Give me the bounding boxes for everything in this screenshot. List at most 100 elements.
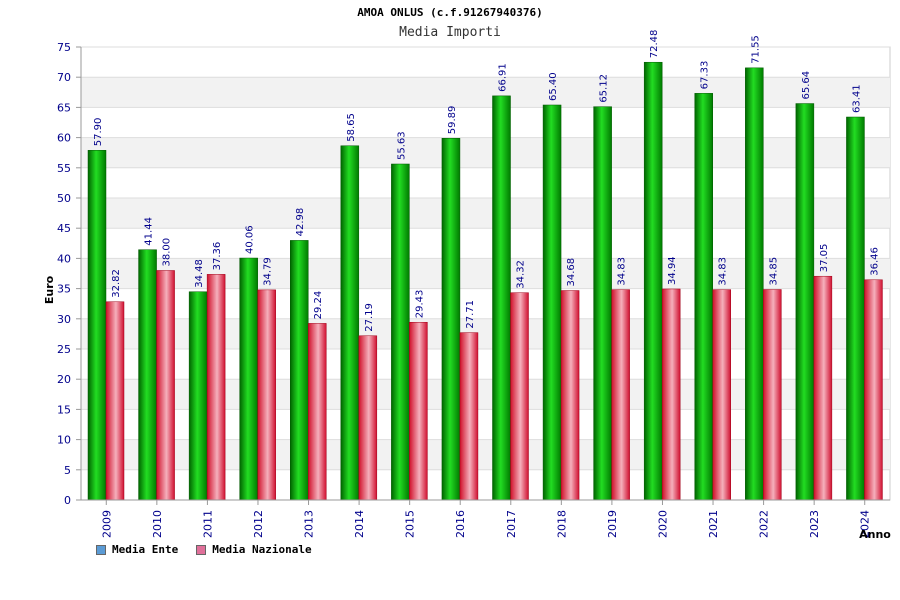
bar-media-ente-2023 — [795, 103, 815, 501]
grid-band — [81, 77, 890, 108]
bar-media-nazionale-2024 — [864, 279, 883, 501]
y-tick-label: 45 — [57, 222, 71, 235]
x-tick-label: 2009 — [100, 510, 113, 538]
bar-media-nazionale-2020 — [661, 288, 681, 501]
chart-title: AMOA ONLUS (c.f.91267940376) — [357, 6, 543, 19]
bar-media-ente-2010 — [138, 249, 157, 501]
data-label: 34.48 — [194, 259, 205, 288]
data-label: 63.41 — [851, 84, 862, 113]
legend-swatch-media-nazionale — [196, 544, 207, 555]
bar-media-ente-2019 — [593, 106, 612, 501]
legend-item-media-ente: Media Ente — [96, 543, 178, 556]
data-label: 34.68 — [566, 258, 577, 287]
bar-media-nazionale-2023 — [813, 275, 833, 501]
bars: 57.90 32.82 41.44 38.00 34.48 37.36 40.06 34.79… — [87, 30, 883, 501]
y-axis-label: Euro — [43, 275, 56, 304]
data-label: 34.83 — [617, 257, 628, 286]
bar-media-ente-2009 — [87, 150, 107, 501]
data-label: 65.64 — [801, 71, 812, 100]
bar-media-ente-2013 — [290, 240, 309, 501]
data-label: 65.12 — [599, 74, 610, 103]
y-tick-label: 35 — [57, 283, 71, 296]
data-label: 34.79 — [263, 257, 274, 286]
data-label: 37.05 — [819, 244, 830, 273]
data-label: 34.94 — [667, 256, 678, 285]
data-label: 55.63 — [396, 131, 407, 160]
bar-media-ente-2016 — [441, 138, 461, 501]
bar-media-nazionale-2016 — [459, 332, 479, 501]
data-label: 41.44 — [144, 217, 155, 246]
bar-media-nazionale-2019 — [611, 289, 630, 501]
y-tick-label: 70 — [57, 71, 71, 84]
grid-band — [81, 198, 890, 229]
axes: 0 5 10 15 20 25 30 35 40 45 50 55 60 65 70 75 2009 2010 20… — [57, 41, 890, 538]
bar-media-ente-2015 — [391, 163, 410, 501]
chart-subtitle: Media Importi — [399, 25, 501, 40]
legend-label: Media Nazionale — [212, 543, 312, 556]
data-label: 34.85 — [768, 257, 779, 286]
bar-media-nazionale-2011 — [206, 274, 226, 501]
grid-band — [81, 137, 890, 168]
data-label: 38.00 — [162, 238, 173, 267]
bar-media-ente-2020 — [643, 61, 663, 501]
x-tick-label: 2015 — [404, 510, 417, 538]
bar-media-ente-2011 — [188, 291, 208, 501]
data-label: 58.65 — [346, 113, 357, 142]
x-tick-label: 2013 — [303, 510, 316, 538]
y-tick-label: 50 — [57, 192, 71, 205]
legend-item-media-nazionale: Media Nazionale — [196, 543, 312, 556]
legend-swatch-media-ente — [96, 544, 106, 555]
y-tick-label: 5 — [64, 464, 71, 477]
legend: Media Ente Media Nazionale — [96, 543, 312, 556]
data-label: 27.71 — [465, 300, 476, 329]
data-label: 67.33 — [700, 61, 711, 90]
data-label: 42.98 — [295, 208, 306, 237]
bar-media-nazionale-2018 — [560, 290, 580, 501]
y-tick-label: 75 — [57, 41, 71, 54]
data-label: 32.82 — [111, 269, 122, 298]
y-tick-label: 65 — [57, 101, 71, 114]
legend-label: Media Ente — [112, 543, 179, 556]
data-label: 27.19 — [364, 303, 375, 332]
y-tick-label: 0 — [64, 494, 71, 507]
bar-media-nazionale-2015 — [409, 321, 428, 501]
x-axis-label: Anno — [859, 528, 891, 541]
data-label: 72.48 — [649, 30, 660, 59]
data-label: 37.36 — [212, 242, 223, 271]
x-tick-label: 2020 — [656, 510, 669, 538]
bar-media-nazionale-2022 — [763, 289, 782, 501]
x-tick-label: 2014 — [353, 510, 366, 538]
data-label: 34.32 — [516, 260, 527, 289]
bar-media-nazionale-2010 — [156, 270, 175, 501]
x-tick-label: 2010 — [151, 510, 164, 538]
data-label: 40.06 — [245, 225, 256, 254]
data-label: 34.83 — [718, 257, 729, 286]
data-label: 29.43 — [414, 290, 425, 319]
bar-media-nazionale-2021 — [712, 289, 731, 501]
y-tick-label: 55 — [57, 162, 71, 175]
x-tick-label: 2018 — [555, 510, 568, 538]
y-tick-label: 20 — [57, 373, 71, 386]
y-tick-label: 60 — [57, 132, 71, 145]
data-label: 59.89 — [447, 106, 458, 135]
y-tick-label: 40 — [57, 252, 71, 265]
bar-media-nazionale-2013 — [308, 323, 327, 501]
data-label: 36.46 — [869, 247, 880, 276]
x-tick-label: 2021 — [707, 510, 720, 538]
bar-media-nazionale-2009 — [105, 301, 125, 501]
bar-media-ente-2021 — [694, 93, 713, 501]
y-tick-label: 15 — [57, 403, 71, 416]
x-tick-label: 2022 — [758, 510, 771, 538]
x-tick-label: 2012 — [252, 510, 265, 538]
data-label: 66.91 — [498, 63, 509, 92]
x-tick-label: 2019 — [606, 510, 619, 538]
data-label: 57.90 — [93, 118, 104, 147]
bar-media-ente-2012 — [239, 257, 258, 501]
data-label: 29.24 — [313, 291, 324, 320]
bar-media-ente-2014 — [340, 145, 360, 501]
x-tick-label: 2017 — [505, 510, 518, 538]
x-tick-label: 2016 — [454, 510, 467, 538]
x-tick-label: 2024 — [859, 510, 872, 538]
y-tick-label: 25 — [57, 343, 71, 356]
